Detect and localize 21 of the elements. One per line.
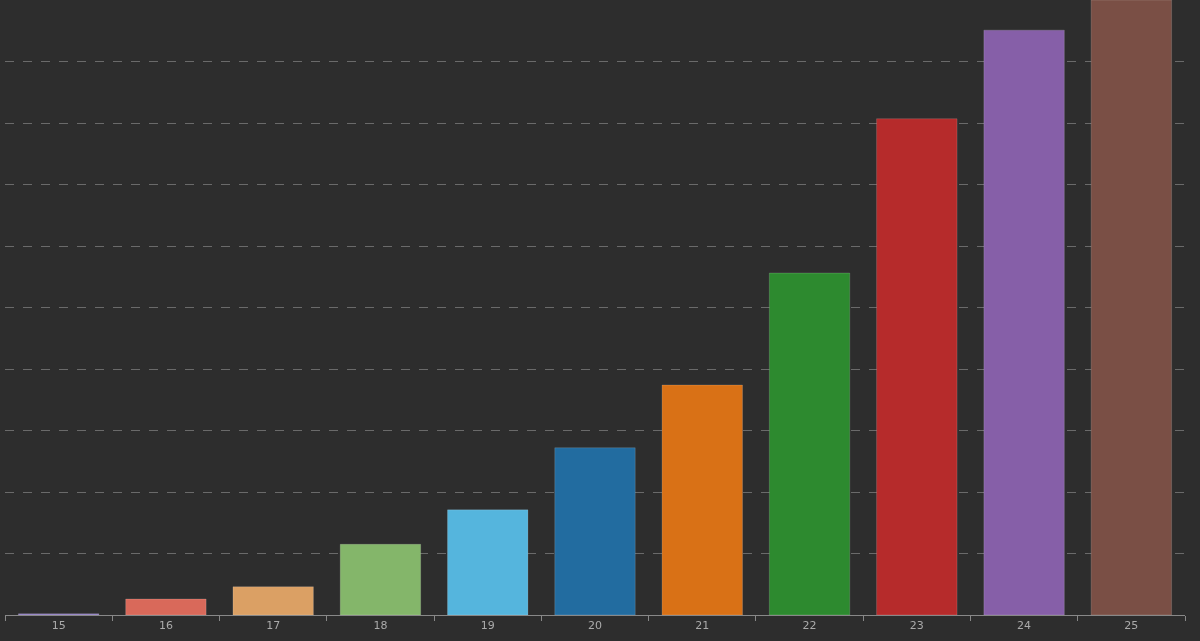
bar — [447, 509, 529, 615]
x-tick-label: 16 — [158, 619, 173, 633]
x-tick-label: 15 — [51, 619, 66, 633]
x-tick-label: 17 — [266, 619, 281, 633]
bar — [661, 384, 743, 615]
x-tick-label: 22 — [802, 619, 817, 633]
bar — [876, 118, 958, 615]
x-tick-label: 25 — [1124, 619, 1139, 633]
bar — [768, 272, 851, 615]
x-tick-label: 18 — [373, 619, 388, 633]
bar — [554, 447, 636, 615]
bar — [232, 586, 314, 615]
bar — [339, 543, 422, 615]
x-tick-label: 23 — [909, 619, 924, 633]
bar — [1090, 0, 1173, 615]
x-tick-label: 24 — [1017, 619, 1032, 633]
bar — [125, 598, 207, 615]
bar — [983, 29, 1065, 615]
x-tick-label: 20 — [588, 619, 602, 633]
x-tick-label: 19 — [480, 619, 495, 633]
x-tick-label: 21 — [695, 619, 710, 633]
